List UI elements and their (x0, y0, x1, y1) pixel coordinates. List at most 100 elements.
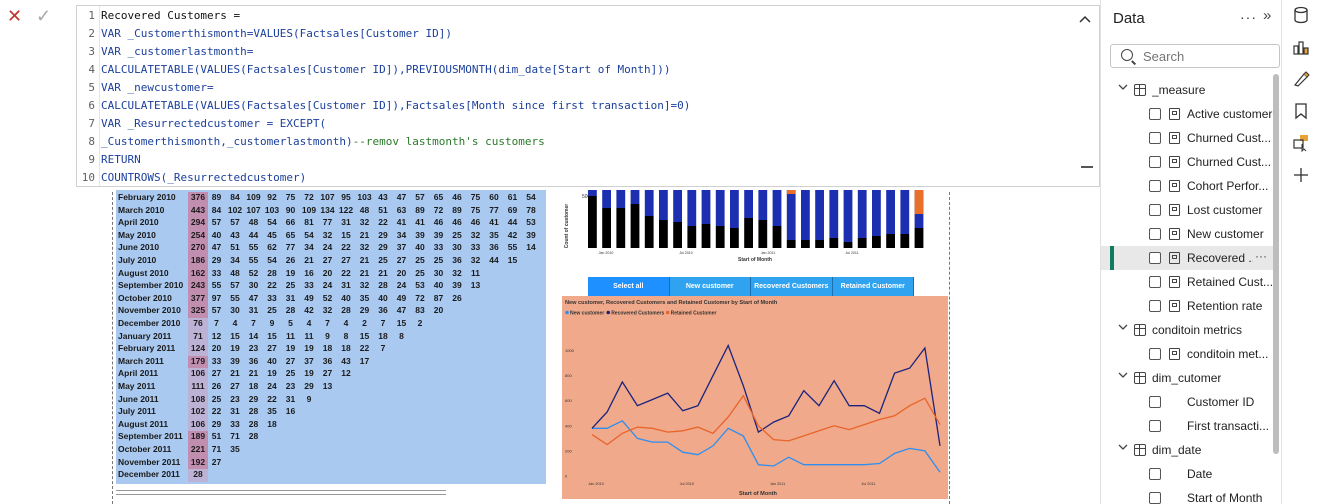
matrix-cell[interactable]: 254 (188, 229, 208, 243)
legend-label[interactable]: Retained Customer (671, 311, 717, 317)
matrix-cell[interactable]: 89 (415, 204, 425, 215)
matrix-cell[interactable]: 71 (230, 431, 240, 442)
matrix-cell[interactable]: 9 (269, 318, 275, 328)
matrix-cell[interactable]: 54 (304, 229, 314, 240)
slicer-button-new-customer[interactable]: New customer (669, 277, 751, 296)
matrix-cell[interactable]: 43 (378, 192, 388, 202)
matrix-cell[interactable]: 325 (188, 305, 208, 318)
matrix-cell[interactable]: 39 (452, 280, 462, 291)
matrix-cell[interactable]: 186 (188, 255, 208, 268)
bar-segment-recovered[interactable] (588, 186, 597, 196)
matrix-cell[interactable]: 13 (322, 381, 333, 391)
matrix-cell[interactable]: 294 (188, 217, 208, 230)
matrix-cell[interactable]: 15 (359, 330, 370, 341)
matrix-cell[interactable]: 29 (248, 393, 259, 404)
matrix-cell[interactable]: 89 (211, 192, 222, 202)
matrix-cell[interactable]: 21 (230, 368, 240, 379)
bar-segment-recovered[interactable] (758, 186, 768, 220)
matrix-cell[interactable]: 43 (341, 355, 351, 366)
matrix-cell[interactable]: 19 (267, 368, 277, 379)
code-line[interactable]: 3 VAR _customerlastmonth= (77, 43, 253, 61)
matrix-cell[interactable]: 46 (470, 217, 481, 228)
matrix-cell[interactable]: 36 (248, 355, 259, 366)
matrix-cell[interactable]: 36 (489, 242, 499, 253)
field-checkbox[interactable] (1149, 228, 1161, 240)
matrix-cell[interactable]: 77 (489, 204, 499, 215)
bar-segment-new[interactable] (715, 226, 725, 248)
bar-segment-recovered[interactable] (659, 186, 668, 220)
bar-segment-retained[interactable] (786, 186, 796, 194)
cancel-icon[interactable]: ✕ (7, 6, 23, 26)
field-checkbox[interactable] (1149, 348, 1161, 360)
field-node[interactable]: Lost customer (1101, 198, 1273, 222)
matrix-cell[interactable]: 32 (470, 229, 481, 240)
matrix-cell[interactable]: 109 (246, 192, 261, 202)
matrix-cell[interactable]: 31 (230, 406, 240, 417)
bar-segment-retained[interactable] (914, 186, 924, 214)
matrix-cell[interactable]: 37 (304, 355, 314, 366)
field-node[interactable]: Retained Cust... (1101, 270, 1273, 294)
matrix-cell[interactable]: 23 (285, 381, 296, 391)
matrix-cell[interactable]: 53 (415, 280, 425, 291)
bar-segment-new[interactable] (829, 238, 839, 248)
matrix-cell[interactable]: 7 (380, 318, 386, 328)
bar-segment-recovered[interactable] (857, 186, 867, 238)
code-line[interactable]: 2 VAR _Customerthismonth=VALUES(Factsales… (77, 25, 452, 43)
matrix-cell[interactable]: 221 (188, 444, 208, 457)
matrix-cell[interactable]: 78 (526, 204, 536, 215)
matrix-cell[interactable]: 35 (359, 292, 370, 303)
matrix-cell[interactable]: 20 (211, 343, 222, 354)
matrix-cell[interactable]: 46 (433, 217, 444, 228)
matrix-cell[interactable]: 33 (433, 242, 444, 253)
matrix-cell[interactable]: 29 (378, 242, 388, 253)
matrix-cell[interactable]: 19 (285, 343, 296, 354)
matrix-cell[interactable]: 20 (433, 305, 444, 316)
code-line[interactable]: 4 CALCULATETABLE(VALUES(Factsales[Custome… (77, 61, 670, 79)
matrix-cell[interactable]: 30 (248, 280, 259, 291)
matrix-cell[interactable]: 76 (188, 318, 208, 331)
matrix-cell[interactable]: 27 (322, 368, 333, 379)
chevron-down-icon[interactable] (1118, 443, 1128, 454)
matrix-cell[interactable]: 34 (396, 229, 407, 240)
bar-segment-recovered[interactable] (616, 186, 626, 208)
field-checkbox[interactable] (1149, 204, 1161, 216)
bar-segment-new[interactable] (659, 220, 668, 248)
matrix-cell[interactable]: 25 (452, 229, 462, 240)
matrix-cell[interactable]: 22 (378, 217, 388, 228)
matrix-cell[interactable]: 29 (378, 229, 388, 240)
field-checkbox[interactable] (1149, 396, 1161, 408)
matrix-cell[interactable]: 22 (211, 406, 222, 417)
matrix-cell[interactable]: 14 (526, 242, 536, 253)
matrix-cell[interactable]: 107 (246, 204, 261, 215)
matrix-cell[interactable]: 162 (188, 267, 208, 281)
matrix-cell[interactable]: 83 (415, 305, 425, 316)
add-icon[interactable] (1292, 166, 1310, 184)
matrix-cell[interactable]: 7 (380, 343, 386, 354)
bar-segment-recovered[interactable] (602, 186, 611, 208)
matrix-cell[interactable]: 37 (396, 242, 407, 253)
table-node[interactable]: dim_date (1101, 438, 1273, 462)
bar-segment-recovered[interactable] (886, 186, 895, 234)
matrix-cell[interactable]: 33 (230, 418, 240, 429)
matrix-cell[interactable]: 27 (267, 343, 277, 354)
field-checkbox[interactable] (1149, 420, 1161, 432)
matrix-cell[interactable]: 28 (285, 305, 296, 316)
matrix-cell[interactable]: 52 (248, 267, 259, 278)
matrix-cell[interactable]: 14 (248, 330, 259, 341)
matrix-cell[interactable]: 12 (341, 368, 351, 379)
matrix-cell[interactable]: 28 (248, 431, 259, 442)
matrix-cell[interactable]: 44 (489, 255, 499, 265)
legend-label[interactable]: Recovered Customers (611, 311, 664, 317)
matrix-cell[interactable]: 92 (267, 192, 277, 202)
bar-segment-new[interactable] (588, 196, 597, 248)
matrix-cell[interactable]: 46 (452, 217, 462, 228)
matrix-cell[interactable]: 60 (489, 192, 499, 202)
matrix-cell[interactable]: 25 (378, 255, 388, 265)
matrix-cell[interactable]: 12 (211, 330, 222, 341)
matrix-cell[interactable]: 84 (211, 204, 222, 215)
field-checkbox[interactable] (1149, 108, 1161, 120)
matrix-cell[interactable]: 18 (378, 330, 388, 341)
matrix-cell[interactable]: 31 (341, 280, 351, 291)
field-node[interactable]: Start of Month (1101, 486, 1273, 504)
matrix-cell[interactable]: 28 (188, 469, 208, 482)
